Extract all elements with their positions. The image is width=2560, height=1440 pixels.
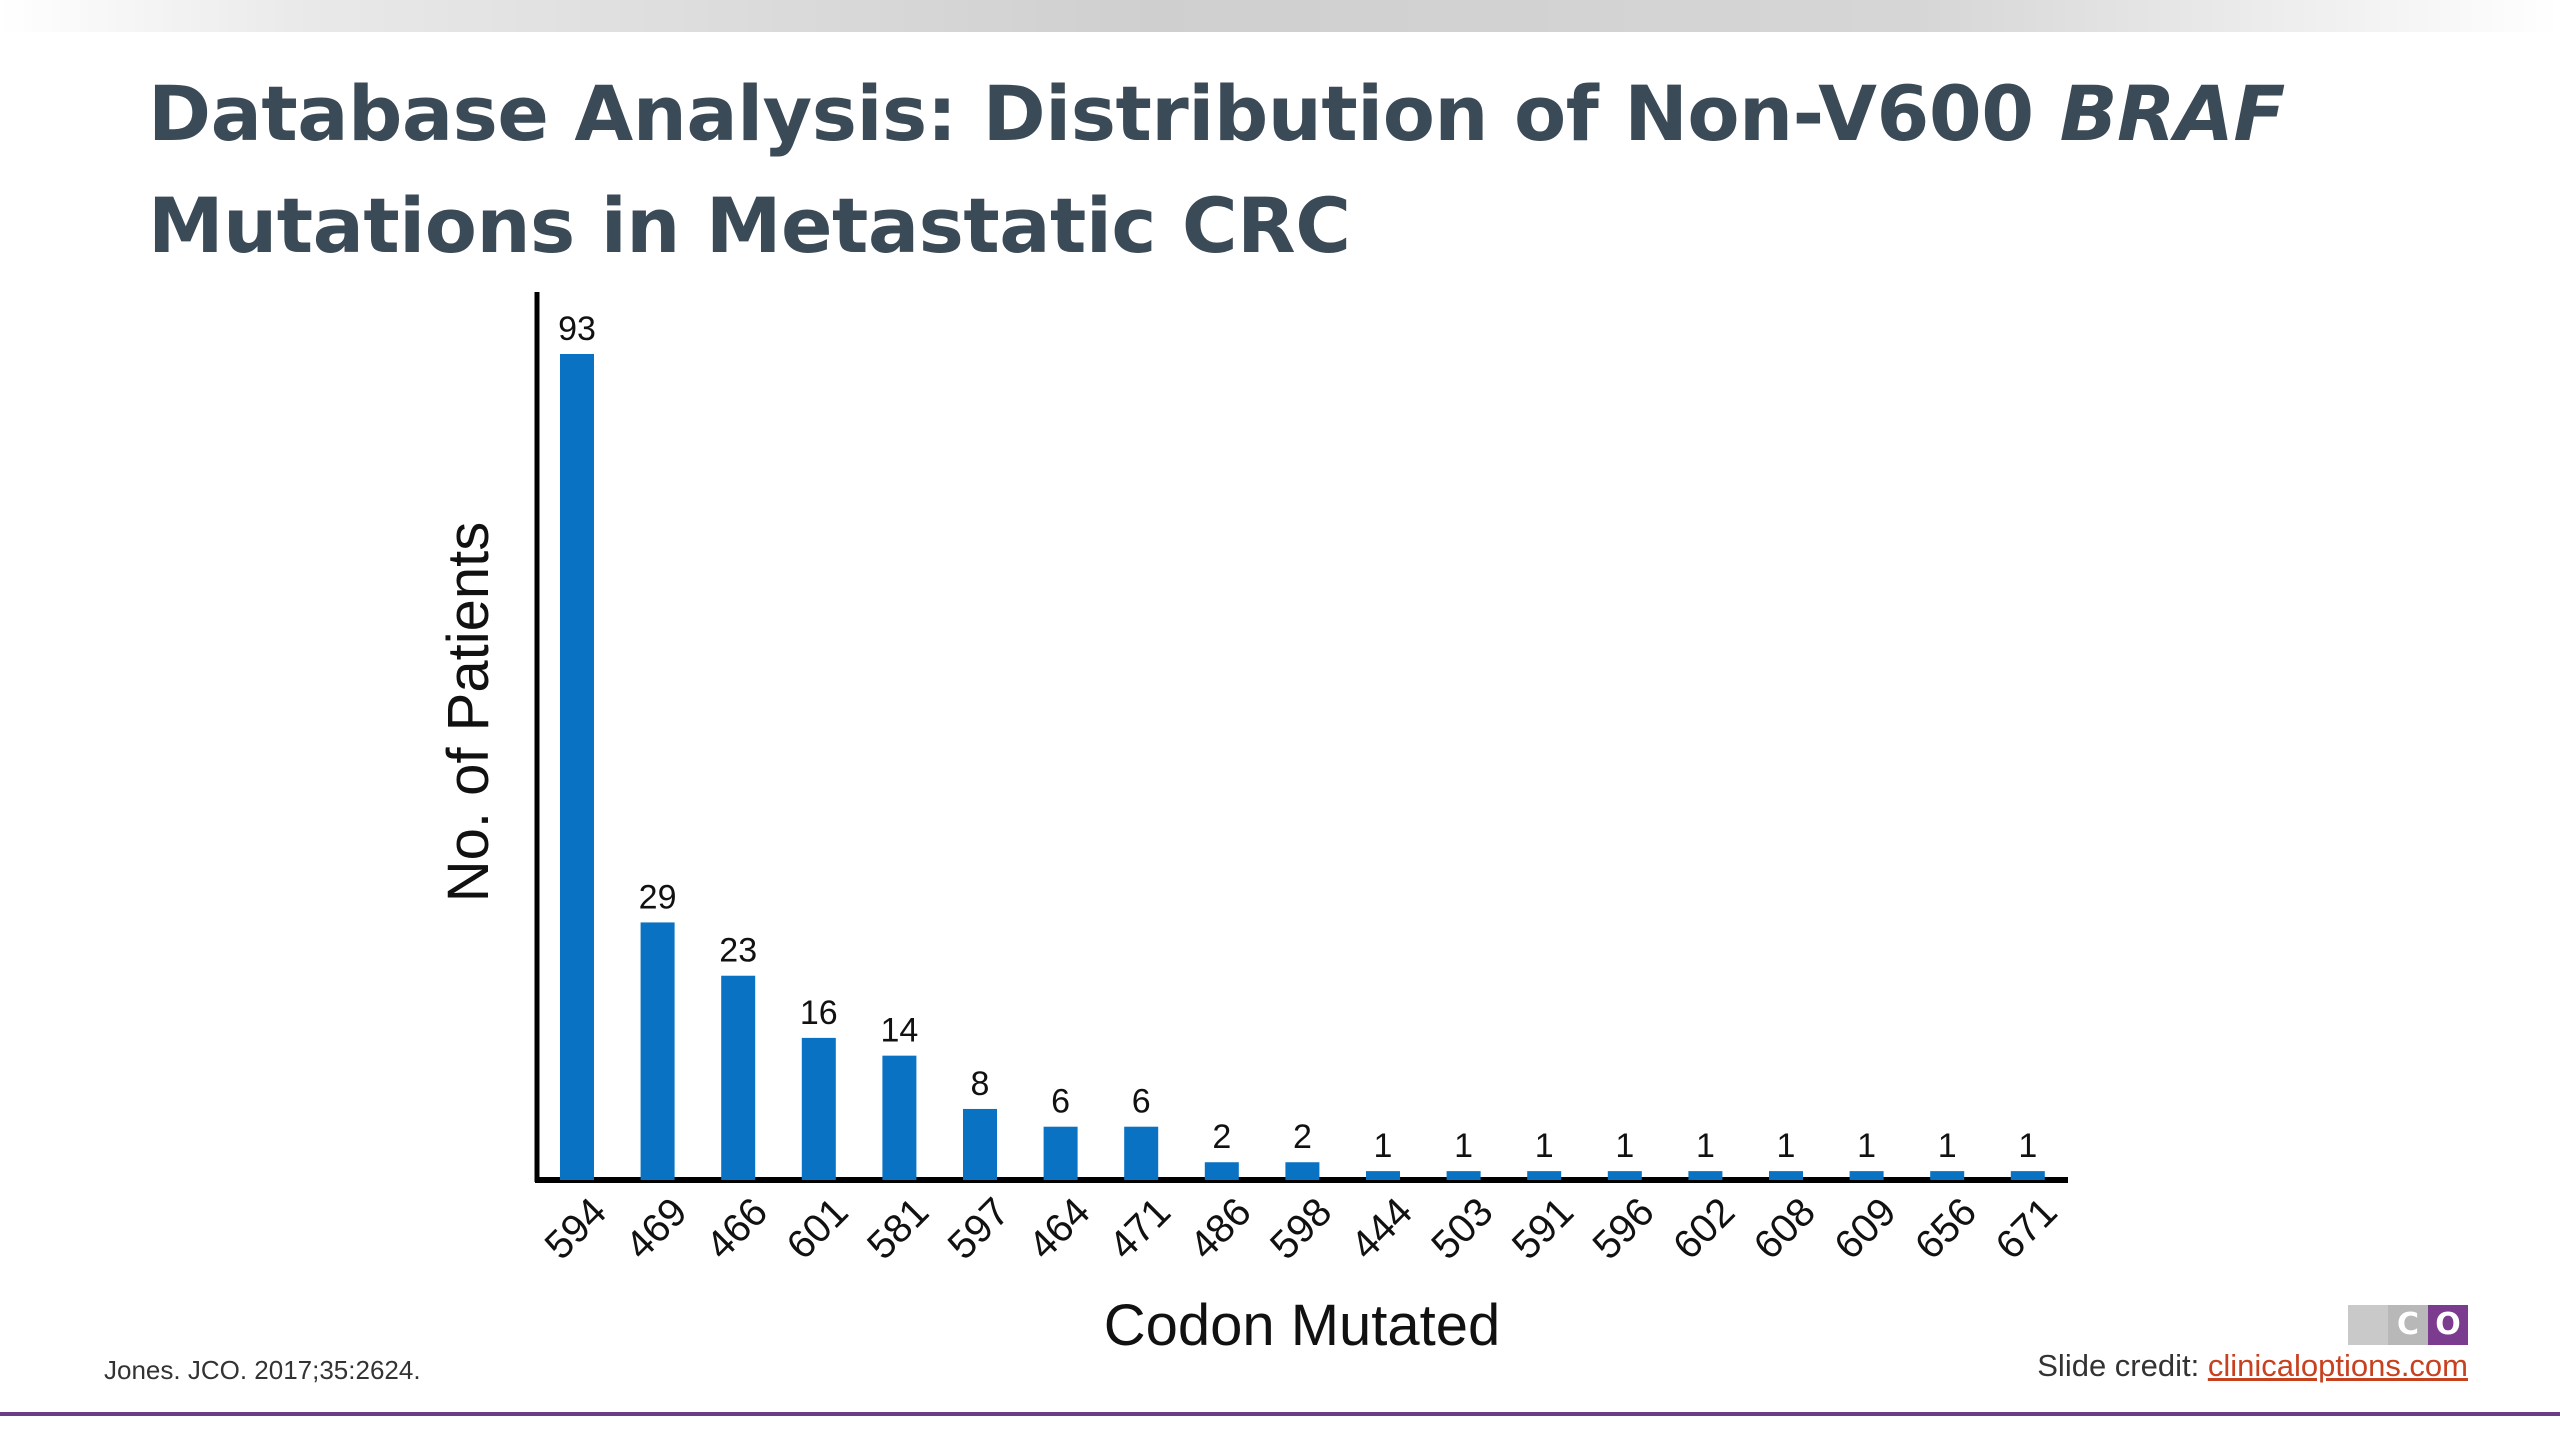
x-tick-label-597: 597 [940,1190,1018,1268]
x-tick-label-486: 486 [1181,1190,1259,1268]
bar-602 [1688,1171,1723,1180]
citation: Jones. JCO. 2017;35:2624. [104,1355,421,1385]
bar-598 [1285,1162,1320,1180]
logo-block-grey [2348,1305,2388,1345]
bar-591 [1527,1171,1562,1180]
data-label-464: 6 [1051,1083,1070,1121]
bar-471 [1124,1126,1159,1180]
bar-596 [1607,1171,1642,1180]
x-tick-label-471: 471 [1101,1190,1179,1268]
bar-581 [882,1055,917,1180]
x-tick-label-591: 591 [1504,1190,1582,1268]
data-label-656: 1 [1938,1127,1957,1165]
bar-594 [560,354,594,1180]
data-label-503: 1 [1454,1127,1473,1165]
title-line-1: Database Analysis: Distribution of Non-V… [148,69,2285,158]
data-label-608: 1 [1777,1127,1796,1165]
bar-503 [1446,1171,1481,1180]
slide-title: Database Analysis: Distribution of Non-V… [148,58,2448,282]
logo-letter-o: O [2428,1305,2468,1345]
x-axis-label: Codon Mutated [1104,1293,1501,1358]
bar-671 [2010,1171,2045,1180]
data-label-602: 1 [1696,1127,1715,1165]
header-band [0,0,2560,32]
bar-469 [640,922,675,1180]
data-label-471: 6 [1132,1083,1151,1121]
x-tick-label-469: 469 [617,1190,695,1268]
data-label-671: 1 [2018,1127,2037,1165]
x-tick-label-608: 608 [1746,1190,1824,1268]
y-axis-label: No. of Patients [436,522,501,902]
x-tick-label-444: 444 [1343,1190,1421,1268]
x-tick-label-601: 601 [778,1190,856,1268]
x-tick-label-596: 596 [1584,1190,1662,1268]
x-tick-label-609: 609 [1826,1190,1904,1268]
data-label-598: 2 [1293,1118,1312,1156]
bar-486 [1204,1162,1239,1180]
x-tick-label-466: 466 [698,1190,776,1268]
bar-444 [1366,1171,1400,1180]
data-label-444: 1 [1374,1127,1393,1165]
x-tick-label-581: 581 [859,1190,937,1268]
bar-601 [801,1037,836,1180]
credit-link[interactable]: clinicaloptions.com [2207,1348,2468,1383]
x-tick-label-656: 656 [1907,1190,1985,1268]
bar-608 [1769,1171,1803,1180]
cco-logo: C O [2348,1305,2468,1345]
x-tick-label-594: 594 [537,1190,615,1268]
x-tick-label-503: 503 [1423,1190,1501,1268]
credit-label: Slide credit: [2037,1348,2208,1383]
bar-656 [1930,1171,1965,1180]
bottom-rule [0,1412,2560,1416]
data-label-597: 8 [971,1065,990,1103]
data-label-469: 29 [639,878,677,916]
bar-466 [721,975,756,1180]
data-label-596: 1 [1615,1127,1634,1165]
title-text-a: Database Analysis: Distribution of Non-V… [148,69,2060,158]
data-label-594: 93 [558,310,596,348]
bar-464 [1043,1126,1078,1180]
bar-597 [963,1108,997,1180]
data-label-591: 1 [1535,1127,1554,1165]
x-tick-label-598: 598 [1262,1190,1340,1268]
data-label-466: 23 [719,932,757,970]
x-tick-label-671: 671 [1987,1190,2065,1268]
title-line-2: Mutations in Metastatic CRC [148,181,1351,270]
x-tick-label-464: 464 [1020,1190,1098,1268]
title-text-italic: BRAF [2059,69,2286,158]
data-label-601: 16 [800,994,838,1032]
slide-credit: Slide credit: clinicaloptions.com [2037,1348,2468,1384]
data-label-609: 1 [1857,1127,1876,1165]
logo-letter-c: C [2388,1305,2428,1345]
data-label-486: 2 [1212,1118,1231,1156]
data-label-581: 14 [880,1012,918,1050]
bar-609 [1849,1171,1884,1180]
x-tick-label-602: 602 [1665,1190,1743,1268]
